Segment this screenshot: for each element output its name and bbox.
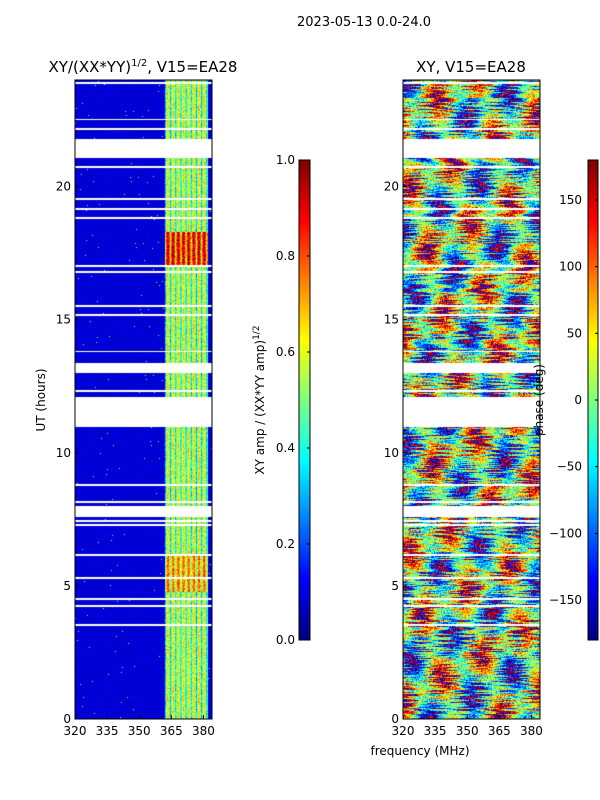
amplitude-colorbar-label: XY amp / (XX*YY amp)1/2 xyxy=(252,325,267,474)
colorbar-tick-label: −50 xyxy=(557,460,582,474)
figure-title: 2023-05-13 0.0-24.0 xyxy=(297,15,431,30)
phase-heatmap xyxy=(403,80,540,719)
amplitude-title-sup: 1/2 xyxy=(131,58,147,69)
colorbar-tick-label: 50 xyxy=(567,326,582,340)
amplitude-title-rest: , V15=EA28 xyxy=(147,58,237,76)
y-tick-label: 5 xyxy=(391,579,399,593)
amplitude-title-main: XY/(XX*YY) xyxy=(49,58,132,76)
amplitude-colorbar-frame xyxy=(298,159,311,641)
x-axis-label: frequency (MHz) xyxy=(370,744,469,758)
amplitude-panel: XY/(XX*YY)1/2, V15=EA28 320 335 350 365 380 0… xyxy=(34,58,237,738)
phase-colorbar: −150 −100 −50 0 50 100 150 phase (deg) xyxy=(532,159,599,641)
amplitude-colorbar-label-main: XY amp / (XX*YY amp) xyxy=(253,340,267,475)
colorbar-tick-label: 0.8 xyxy=(276,249,295,263)
x-tick-label: 365 xyxy=(160,724,183,738)
y-tick-label: 5 xyxy=(63,579,71,593)
x-tick-label: 335 xyxy=(96,724,119,738)
colorbar-tick-label: 1.0 xyxy=(276,153,295,167)
x-tick-label: 380 xyxy=(520,724,543,738)
colorbar-tick-label: 150 xyxy=(559,193,582,207)
x-tick-label: 350 xyxy=(128,724,151,738)
colorbar-tick-label: −150 xyxy=(549,593,582,607)
amplitude-colorbar-label-sup: 1/2 xyxy=(252,325,262,339)
x-tick-label: 320 xyxy=(392,724,415,738)
colorbar-tick-label: 0.0 xyxy=(276,633,295,647)
amplitude-colorbar: 0.0 0.2 0.4 0.6 0.8 1.0 XY amp / (XX*YY amp)1… xyxy=(252,153,311,647)
phase-colorbar-gradient xyxy=(588,160,598,640)
phase-panel-title: XY, V15=EA28 xyxy=(416,58,526,76)
colorbar-tick-label: 100 xyxy=(559,260,582,274)
y-tick-label: 0 xyxy=(63,712,71,726)
y-tick-label: 10 xyxy=(56,446,71,460)
colorbar-tick-label: 0.4 xyxy=(276,441,295,455)
colorbar-tick-label: 0.6 xyxy=(276,345,295,359)
y-tick-label: 15 xyxy=(56,313,71,327)
phase-colorbar-label: phase (deg) xyxy=(532,364,546,436)
x-tick-label: 350 xyxy=(456,724,479,738)
y-tick-label: 20 xyxy=(384,180,399,194)
amplitude-heatmap xyxy=(75,80,212,719)
colorbar-tick-label: 0.2 xyxy=(276,537,295,551)
y-tick-label: 15 xyxy=(384,313,399,327)
colorbar-tick-label: −100 xyxy=(549,526,582,540)
x-tick-label: 335 xyxy=(424,724,447,738)
x-tick-label: 320 xyxy=(64,724,87,738)
amplitude-axes-frame xyxy=(74,79,213,720)
y-tick-label: 10 xyxy=(384,446,399,460)
amplitude-colorbar-gradient xyxy=(299,160,310,640)
y-tick-label: 0 xyxy=(391,712,399,726)
amplitude-ylabel: UT (hours) xyxy=(34,368,48,431)
phase-panel: XY, V15=EA28 320 335 350 365 380 0 5 10 15 20 xyxy=(384,58,543,738)
phase-axes-frame xyxy=(402,79,541,720)
amplitude-panel-title: XY/(XX*YY)1/2, V15=EA28 xyxy=(49,58,238,76)
x-tick-label: 380 xyxy=(192,724,215,738)
colorbar-tick-label: 0 xyxy=(574,393,582,407)
y-tick-label: 20 xyxy=(56,180,71,194)
x-tick-label: 365 xyxy=(488,724,511,738)
